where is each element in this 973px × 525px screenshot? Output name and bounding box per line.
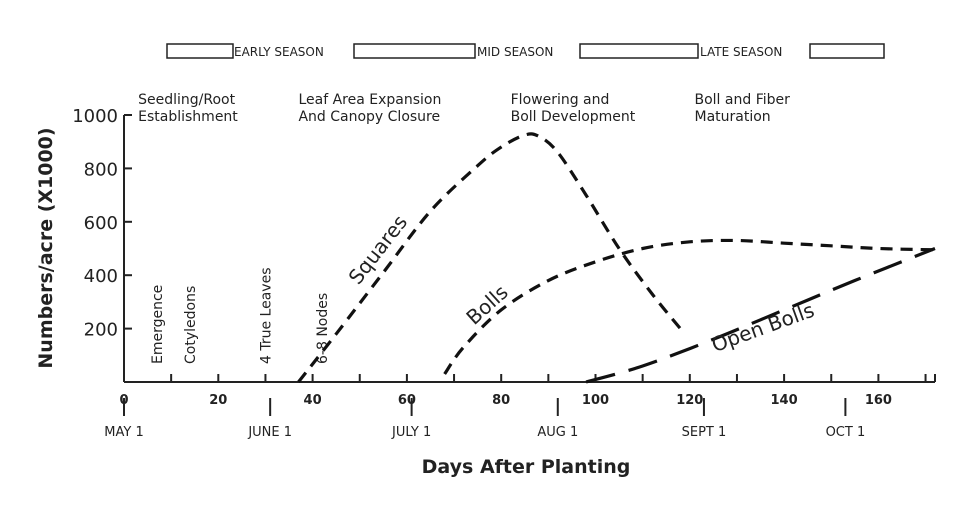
stage-labels: Seedling/Root Establishment Leaf Area Exp… <box>138 92 790 125</box>
y-tick-label: 400 <box>84 266 118 287</box>
y-axis-label: Numbers/acre (X1000) <box>35 127 57 368</box>
y-axis: 200 400 600 800 1000 Numbers/acre (X1000) <box>35 106 132 382</box>
event-label: 6-8 Nodes <box>315 293 331 364</box>
x-tick-label: 140 <box>771 393 798 408</box>
event-annotations: Emergence Cotyledons 4 True Leaves 6-8 Node… <box>150 268 331 364</box>
stage-label-1: Seedling/Root Establishment <box>138 92 238 125</box>
season-mid-label: MID SEASON <box>477 45 553 59</box>
x-axis-label: Days After Planting <box>422 456 631 478</box>
season-early-label: EARLY SEASON <box>234 45 324 59</box>
stage-label-2: Leaf Area Expansion And Canopy Closure <box>298 92 441 125</box>
y-tick-label: 600 <box>84 213 118 234</box>
season-box-2 <box>353 43 476 59</box>
x-tick-label: 60 <box>398 393 416 408</box>
date-label: AUG 1 <box>537 425 578 440</box>
season-box-3 <box>579 43 699 59</box>
season-box-1 <box>166 43 234 59</box>
series-line-squares <box>297 132 682 383</box>
y-tick-label: 800 <box>84 159 118 180</box>
date-label: JUNE 1 <box>247 425 292 440</box>
y-tick-label: 1000 <box>72 106 118 127</box>
series-label-open-bolls: Open Bolls <box>708 298 817 357</box>
season-box-4 <box>809 43 885 59</box>
season-late-label: LATE SEASON <box>700 45 782 59</box>
x-tick-label: 100 <box>582 393 609 408</box>
date-label: OCT 1 <box>826 425 866 440</box>
event-label: 4 True Leaves <box>258 268 274 364</box>
date-label: SEPT 1 <box>682 425 727 440</box>
x-tick-label: 20 <box>209 393 227 408</box>
event-label: Emergence <box>150 285 166 364</box>
x-tick-label: 160 <box>865 393 892 408</box>
x-tick-label: 120 <box>676 393 703 408</box>
series-line-open-bolls <box>585 247 936 384</box>
x-tick-label: 80 <box>492 393 510 408</box>
date-label: MAY 1 <box>104 425 143 440</box>
y-tick-label: 200 <box>84 320 118 341</box>
date-label: JULY 1 <box>391 425 431 440</box>
x-tick-label: 40 <box>304 393 322 408</box>
series-line-bolls <box>443 238 936 375</box>
season-bar: EARLY SEASON MID SEASON LATE SEASON <box>166 43 885 59</box>
stage-label-3: Flowering and Boll Development <box>511 92 636 125</box>
event-label: Cotyledons <box>183 286 199 364</box>
stage-label-4: Boll and Fiber Maturation <box>695 92 791 125</box>
